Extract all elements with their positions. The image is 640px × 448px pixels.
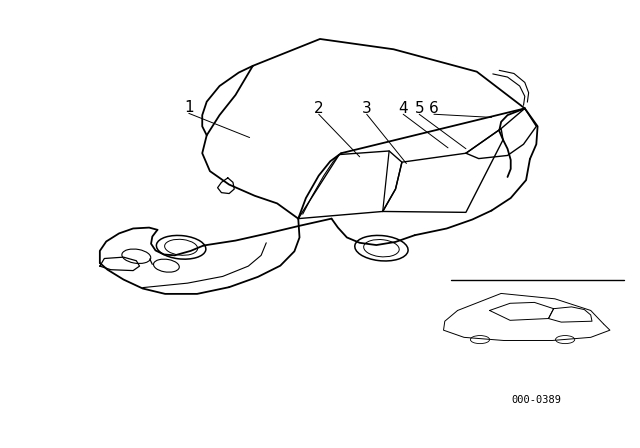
Text: 000-0389: 000-0389 [511,395,561,405]
Text: 5: 5 [414,101,424,116]
Text: 2: 2 [314,101,324,116]
Text: 6: 6 [429,101,439,116]
Text: 1: 1 [184,100,194,115]
Text: 3: 3 [362,101,372,116]
Text: 4: 4 [398,101,408,116]
